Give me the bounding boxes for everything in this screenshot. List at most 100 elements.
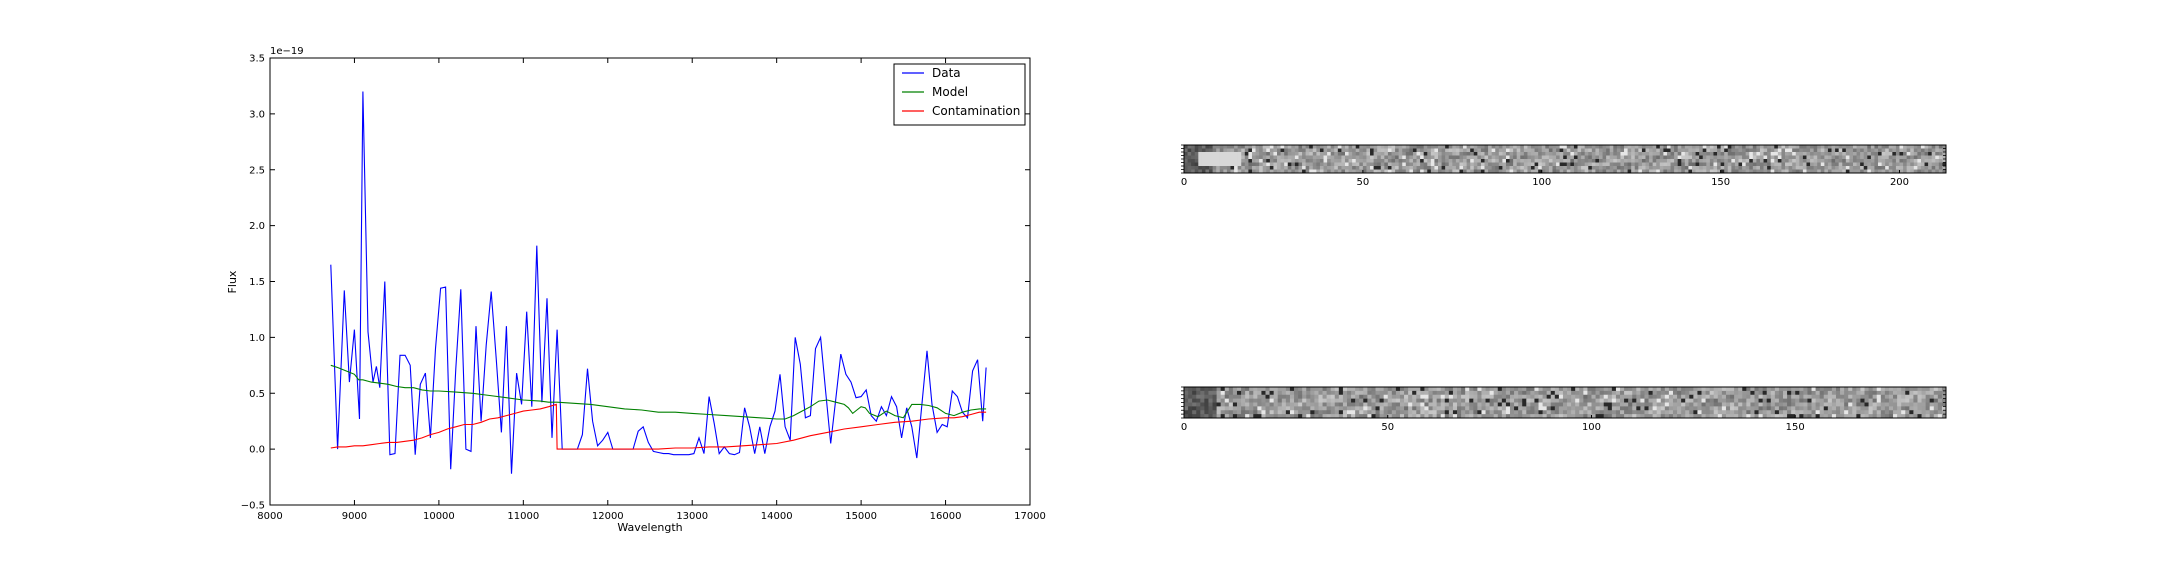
- strip-pixel: [1194, 145, 1199, 149]
- strip-pixel: [1216, 414, 1222, 419]
- strip-pixel: [1579, 387, 1584, 392]
- strip-pixel: [1491, 152, 1496, 156]
- strip-pixel: [1294, 394, 1299, 400]
- strip-pixel: [1924, 159, 1929, 163]
- strip-pixel: [1334, 145, 1339, 149]
- strip-pixel: [1928, 166, 1933, 170]
- strip-pixel: [1261, 414, 1266, 419]
- strip-pixel: [1513, 148, 1518, 153]
- strip-pixel: [1874, 159, 1879, 163]
- strip-pixel: [1298, 390, 1303, 396]
- strip-pixel: [1346, 414, 1352, 419]
- strip-pixel: [1509, 155, 1514, 160]
- strip-pixel: [1695, 145, 1700, 149]
- strip-pixel: [1909, 390, 1914, 396]
- strip-pixel: [1842, 159, 1847, 163]
- strip-pixel: [1236, 394, 1242, 400]
- strip-pixel: [1416, 414, 1421, 419]
- strip-pixel: [1656, 398, 1662, 403]
- strip-pixel: [1709, 148, 1714, 153]
- strip-pixel: [1412, 387, 1417, 392]
- strip-x-tick-label: 150: [1786, 422, 1805, 433]
- strip-pixel: [1255, 169, 1260, 174]
- strip-pixel: [1573, 162, 1578, 167]
- strip-pixel: [1795, 145, 1800, 149]
- strip-pixel: [1362, 169, 1367, 174]
- strip-pixel: [1526, 390, 1531, 396]
- y-tick-label: 2.5: [249, 165, 265, 176]
- strip-pixel: [1277, 162, 1281, 167]
- strip-pixel: [1526, 394, 1531, 400]
- strip-pixel: [1856, 159, 1861, 163]
- strip-pixel: [1522, 406, 1527, 411]
- strip-pixel: [1379, 387, 1385, 392]
- strip-pixel: [1756, 166, 1761, 170]
- strip-pixel: [1792, 169, 1797, 174]
- strip-pixel: [1917, 169, 1922, 174]
- strip-pixel: [1338, 402, 1344, 407]
- strip-pixel: [1404, 394, 1409, 400]
- strip-pixel: [1848, 390, 1853, 396]
- strip-pixel: [1412, 155, 1417, 160]
- strip-pixel: [1933, 410, 1939, 415]
- strip-pixel: [1684, 162, 1689, 167]
- strip-pixel: [1613, 145, 1618, 149]
- strip-pixel: [1302, 387, 1307, 392]
- strip-pixel: [1194, 159, 1199, 163]
- strip-pixel: [1244, 162, 1249, 167]
- strip-pixel: [1725, 410, 1731, 415]
- strip-pixel: [1398, 159, 1403, 163]
- strip-pixel: [1497, 402, 1503, 407]
- strip-pixel: [1620, 410, 1625, 415]
- strip-pixel: [1628, 414, 1633, 419]
- strip-pixel: [1194, 162, 1199, 167]
- strip-pixel: [1424, 387, 1429, 392]
- strip-pixel: [1184, 394, 1189, 400]
- strip-pixel: [1929, 410, 1935, 415]
- strip-pixel: [1287, 145, 1292, 149]
- strip-pixel: [1706, 152, 1711, 156]
- strip-pixel: [1827, 398, 1833, 403]
- strip-pixel: [1766, 394, 1772, 400]
- strip-pixel: [1591, 414, 1596, 419]
- strip-pixel: [1652, 398, 1658, 403]
- strip-pixel: [1387, 148, 1392, 153]
- strip-pixel: [1497, 387, 1503, 392]
- strip-pixel: [1363, 387, 1368, 392]
- strip-pixel: [1480, 162, 1485, 167]
- strip-pixel: [1523, 166, 1528, 170]
- strip-pixel: [1436, 394, 1442, 400]
- strip-pixel: [1570, 145, 1575, 149]
- strip-pixel: [1573, 166, 1578, 170]
- strip-pixel: [1799, 155, 1804, 160]
- strip-pixel: [1928, 148, 1933, 153]
- strip-pixel: [1624, 166, 1629, 170]
- x-axis-label: Wavelength: [617, 521, 682, 534]
- strip-pixel: [1337, 155, 1342, 160]
- strip-pixel: [1352, 166, 1357, 170]
- strip-pixel: [1280, 155, 1285, 160]
- strip-pixel: [1326, 406, 1332, 411]
- strip-pixel: [1351, 398, 1356, 403]
- strip-pixel: [1591, 402, 1596, 407]
- strip-pixel: [1334, 390, 1340, 396]
- strip-pixel: [1746, 402, 1751, 407]
- strip-pixel: [1323, 169, 1328, 174]
- strip-pixel: [1742, 410, 1747, 415]
- strip-pixel: [1813, 169, 1818, 174]
- strip-pixel: [1387, 152, 1392, 156]
- strip-pixel: [1910, 159, 1915, 163]
- strip-pixel: [1327, 159, 1332, 163]
- strip-pixel: [1815, 410, 1821, 415]
- strip-pixel: [1599, 387, 1605, 392]
- strip-pixel: [1840, 390, 1845, 396]
- strip-pixel: [1338, 414, 1344, 419]
- strip-pixel: [1893, 414, 1898, 419]
- strip-pixel: [1495, 155, 1500, 160]
- strip-pixel: [1917, 410, 1922, 415]
- strip-pixel: [1903, 148, 1908, 153]
- x-tick-label: 16000: [930, 511, 962, 522]
- strip-pixel: [1754, 387, 1759, 392]
- strip-pixel: [1778, 406, 1784, 411]
- strip-pixel: [1670, 145, 1675, 149]
